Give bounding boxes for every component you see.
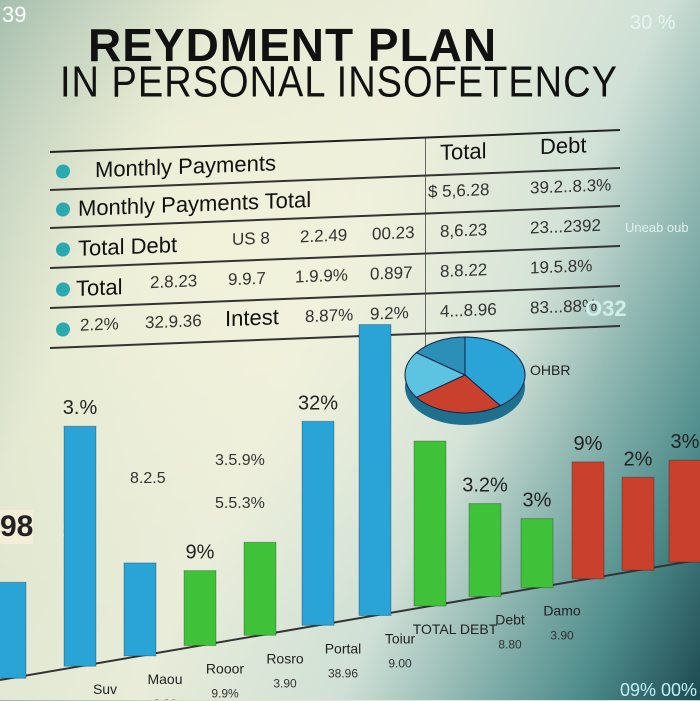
category-label: Portal <box>325 640 362 656</box>
data-label: 9% <box>186 542 215 564</box>
data-label: 32% <box>298 392 338 414</box>
chart-baseline <box>0 558 700 681</box>
category-sublabel: 2.36 <box>153 697 177 700</box>
deco-text: 3.5.9% <box>215 452 265 469</box>
bar <box>0 581 27 679</box>
deco-text: 5.5.3% <box>215 495 265 512</box>
bar <box>63 425 97 667</box>
deco-text: 09% 00% <box>620 680 698 700</box>
category-label: Rosro <box>266 650 304 666</box>
deco-text: 30 % <box>630 12 676 34</box>
bar <box>301 420 335 626</box>
bar <box>468 503 502 598</box>
data-label: 3% <box>523 490 552 512</box>
category-sublabel: 3.90 <box>550 629 574 643</box>
bar <box>520 518 554 589</box>
category-sublabel: 9.9% <box>211 687 239 700</box>
category-label: Suv <box>93 681 117 697</box>
category-label: TOTAL DEBT <box>413 621 498 637</box>
category-sublabel: 38.96 <box>328 666 358 680</box>
deco-text: O32 <box>585 296 627 321</box>
category-label: Damo <box>543 603 581 619</box>
bar <box>183 570 217 647</box>
bar <box>123 562 157 657</box>
bar <box>571 461 605 580</box>
category-sublabel: 3.90 <box>273 676 297 690</box>
category-sublabel: 8.80 <box>498 638 522 652</box>
category-label: Maou <box>147 671 182 687</box>
pie-label: OHBR <box>530 362 571 378</box>
data-label: 3.% <box>63 397 98 419</box>
data-label: 2% <box>624 448 653 470</box>
bar <box>243 541 277 636</box>
data-label: 3.2% <box>462 475 508 497</box>
category-label: Rooor <box>206 661 244 677</box>
deco-text: 98 <box>0 510 34 544</box>
data-label: 9% <box>574 433 603 455</box>
deco-text: Uneab oub <box>625 220 689 235</box>
category-label: Debt <box>495 612 525 628</box>
data-label: 3% <box>671 431 700 453</box>
deco-text: 8.2.5 <box>130 470 166 487</box>
pie-slice <box>404 352 467 398</box>
title-line-2: IN PERSONAL INSOFETENCY <box>60 58 618 108</box>
pie-slice <box>415 336 466 376</box>
pie-slice <box>415 374 502 414</box>
bar <box>358 324 392 616</box>
bar <box>621 476 655 571</box>
title-line-1: REYDMENT PLAN <box>88 19 498 71</box>
category-sublabel: 9.00 <box>388 657 412 671</box>
bar <box>413 440 447 607</box>
pie-slice <box>464 336 526 407</box>
bar <box>668 459 700 563</box>
category-label: Toiur <box>385 631 416 647</box>
deco-text: 39 <box>2 2 27 27</box>
